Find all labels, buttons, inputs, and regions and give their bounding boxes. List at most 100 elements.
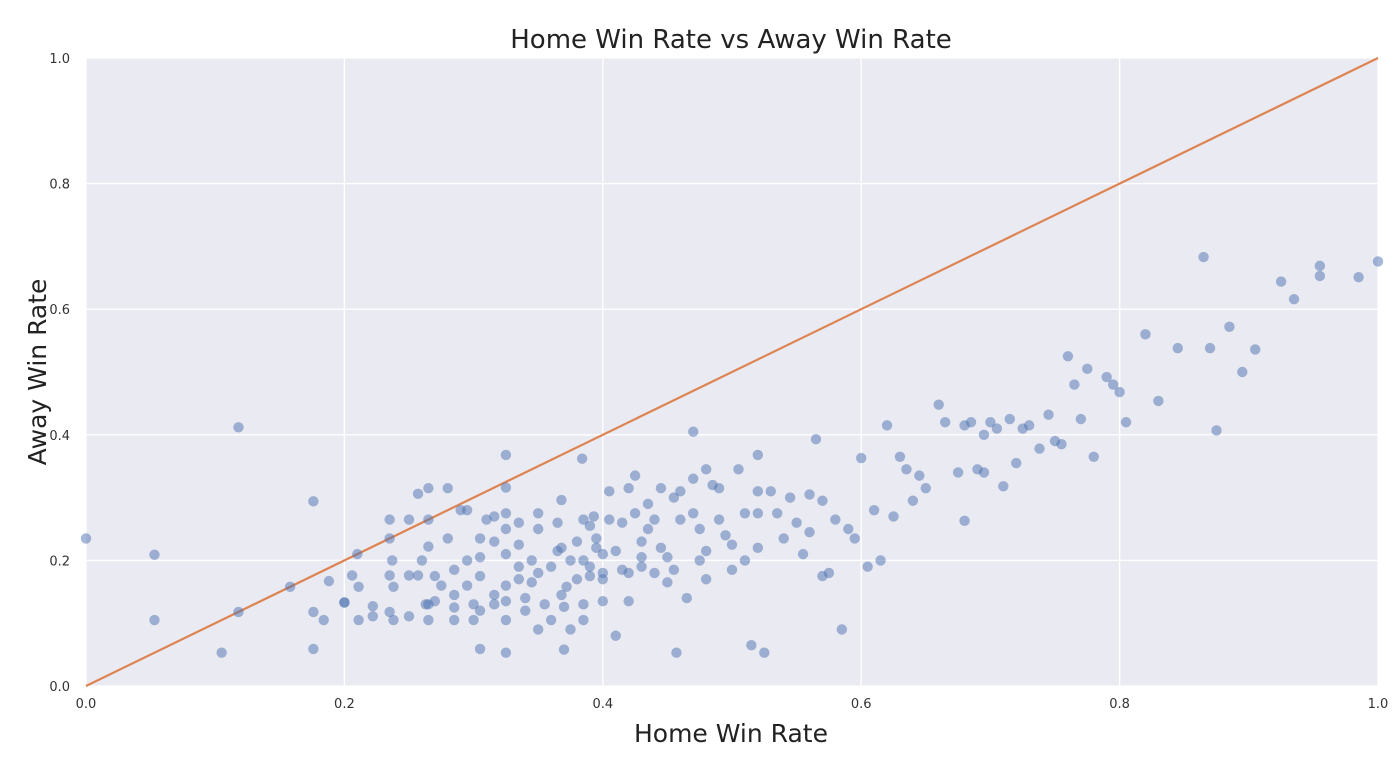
data-point (952, 467, 964, 478)
data-point (662, 577, 673, 588)
y-tick-label: 0.4 (49, 429, 70, 444)
data-point (500, 580, 512, 591)
data-point (403, 570, 415, 581)
data-point (965, 417, 977, 428)
data-point (694, 555, 705, 566)
data-point (726, 539, 738, 550)
data-point (533, 624, 544, 635)
data-point (1023, 420, 1035, 431)
data-point (713, 514, 725, 525)
data-point (412, 570, 424, 581)
data-point (759, 647, 770, 658)
data-point (985, 417, 996, 428)
data-point (662, 552, 673, 563)
data-point (513, 561, 525, 572)
data-point (597, 574, 608, 585)
data-point (513, 539, 525, 550)
data-point (449, 564, 460, 576)
data-point (765, 486, 776, 497)
data-point (733, 464, 744, 475)
data-point (353, 581, 364, 592)
data-point (545, 561, 557, 572)
data-point (1224, 321, 1235, 332)
data-point (1314, 270, 1326, 282)
data-point (323, 575, 335, 587)
data-point (403, 514, 415, 525)
data-point (713, 482, 725, 494)
data-point (1004, 413, 1015, 425)
grid-lines (85, 57, 1379, 687)
data-point (907, 495, 919, 506)
data-point (843, 523, 854, 535)
data-point (959, 515, 970, 527)
data-point (556, 589, 567, 601)
data-point (772, 508, 783, 519)
data-point (318, 614, 329, 626)
data-point (1372, 256, 1384, 267)
data-point (591, 542, 602, 554)
data-point (545, 614, 557, 626)
data-points (80, 251, 1384, 658)
data-point (1211, 425, 1222, 436)
data-point (629, 508, 641, 519)
data-point (655, 542, 667, 554)
data-point (423, 514, 434, 525)
data-point (610, 630, 621, 641)
data-point (675, 514, 686, 525)
data-point (597, 548, 608, 560)
data-point (588, 511, 599, 522)
chart-title: Home Win Rate vs Away Win Rate (510, 25, 952, 55)
data-point (649, 514, 660, 525)
data-point (423, 482, 434, 494)
data-point (429, 570, 441, 582)
data-point (533, 508, 544, 519)
data-point (520, 592, 531, 604)
data-point (474, 605, 486, 616)
data-point (675, 486, 686, 497)
data-point (668, 492, 680, 503)
data-point (933, 399, 944, 410)
x-tick-label: 0.8 (1109, 697, 1130, 712)
data-point (1314, 260, 1326, 272)
data-point (513, 574, 525, 585)
reference-line (85, 57, 1379, 687)
data-point (1107, 379, 1119, 390)
data-point (474, 533, 486, 544)
data-point (688, 508, 699, 519)
x-tick-label: 0.4 (592, 697, 613, 712)
data-point (778, 533, 789, 544)
data-point (584, 561, 596, 572)
data-point (346, 570, 358, 581)
data-point (791, 517, 802, 528)
data-point (339, 597, 350, 608)
data-point (461, 580, 473, 591)
data-point (694, 523, 705, 535)
data-point (875, 555, 886, 566)
data-point (720, 530, 731, 541)
data-point (489, 589, 500, 601)
data-point (526, 577, 537, 588)
data-point (1198, 251, 1209, 263)
data-point (752, 542, 764, 554)
data-point (412, 488, 424, 500)
data-point (804, 489, 815, 500)
data-point (739, 555, 751, 566)
data-point (388, 581, 399, 592)
data-point (700, 545, 712, 557)
data-point (616, 517, 628, 528)
data-point (1120, 417, 1132, 428)
data-point (978, 467, 990, 478)
data-point (939, 417, 951, 428)
data-point (571, 574, 583, 585)
data-point (688, 473, 699, 484)
data-point (629, 470, 641, 481)
data-point (991, 423, 1003, 434)
data-point (578, 514, 589, 525)
x-tick-label: 0.2 (334, 697, 355, 712)
data-point (584, 570, 596, 582)
data-point (817, 495, 828, 506)
data-point (1082, 363, 1093, 375)
y-tick-label: 1.0 (49, 52, 70, 67)
data-point (308, 606, 319, 618)
x-tick-label: 0.0 (76, 697, 97, 712)
